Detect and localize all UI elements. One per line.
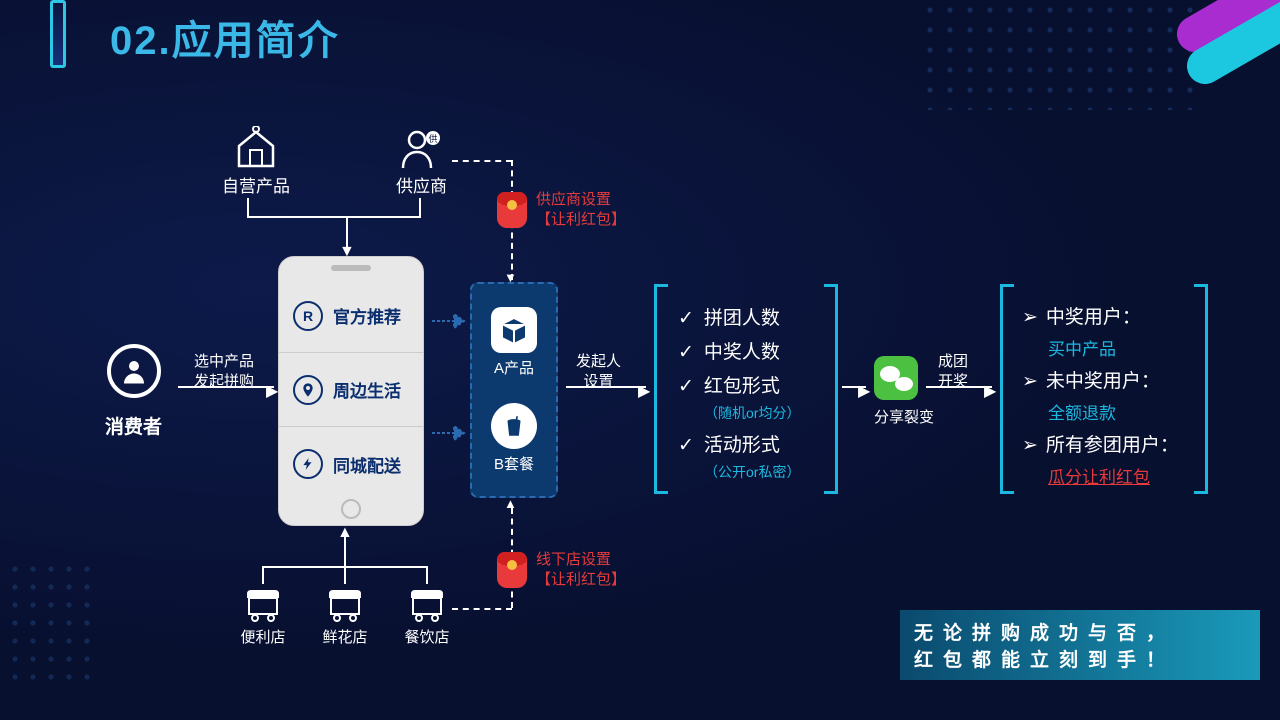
product-a: A产品	[491, 307, 537, 378]
consumer-block: 消费者	[105, 344, 162, 439]
settings-list: 拼团人数 中奖人数 红包形式 （随机or均分） 活动形式 （公开or私密）	[678, 296, 800, 482]
bracket-r	[1194, 284, 1208, 494]
arrow-line	[926, 386, 992, 388]
bracket-l	[1000, 284, 1014, 494]
arrow-line	[178, 386, 274, 388]
title-text: 应用简介	[172, 19, 340, 63]
source-self: 自营产品	[222, 126, 290, 197]
phone-icon-r: R	[293, 301, 323, 331]
banner-line1: 无论拼购成功与否，	[914, 618, 1246, 645]
store-icon	[325, 588, 365, 622]
phone-row-0: R 官方推荐	[279, 279, 423, 353]
wechat-icon	[874, 356, 918, 400]
outcome-1-sub: 全额退款	[1048, 399, 1179, 424]
supplier-setting: 供应商设置 【让利红包】	[536, 190, 626, 231]
arrow-head: ▶	[858, 381, 870, 401]
arrow-head: ▶	[984, 381, 996, 401]
phone-icon-bolt	[293, 449, 323, 479]
outcome-1: 未中奖用户：	[1022, 366, 1179, 393]
supplier-setting-l1: 供应商设置	[536, 190, 626, 210]
phone-icon-pin	[293, 375, 323, 405]
title-bar-icon	[50, 0, 66, 68]
setting-3: 活动形式	[678, 430, 800, 457]
arrow-head: ▶	[638, 381, 650, 401]
bracket-l	[654, 284, 668, 494]
dash-arrow-1	[430, 306, 466, 336]
store-1-label: 鲜花店	[322, 626, 368, 647]
store-icon	[407, 588, 447, 622]
store-icon	[243, 588, 283, 622]
title-number: 02.	[110, 19, 172, 63]
banner-line2: 红包都能立刻到手！	[914, 645, 1246, 672]
share-action1: 成团	[938, 352, 968, 372]
conn	[419, 198, 421, 216]
dash-arrow-2	[430, 418, 466, 448]
box-icon	[491, 307, 537, 353]
product-b-label: B套餐	[491, 453, 537, 474]
offline-setting-l1: 线下店设置	[536, 550, 626, 570]
setting-3-sub: （公开or私密）	[704, 462, 800, 482]
phone-mockup: R 官方推荐 周边生活 同城配送	[278, 256, 424, 526]
product-b: B套餐	[491, 403, 537, 474]
setting-0: 拼团人数	[678, 303, 800, 330]
conn	[247, 216, 421, 218]
product-box: A产品 B套餐	[470, 282, 558, 498]
share-label: 分享裂变	[874, 406, 934, 427]
setting-2-sub: （随机or均分）	[704, 403, 800, 423]
arrow-head: ▲	[337, 524, 353, 542]
bracket-r	[824, 284, 838, 494]
arrow-head: ▶	[266, 381, 278, 401]
setting-2: 红包形式	[678, 371, 800, 398]
phone-label-1: 周边生活	[333, 377, 401, 402]
dot-grid-top	[920, 0, 1200, 110]
source-supplier-label: 供应商	[396, 172, 447, 197]
conn	[247, 198, 249, 216]
initiator-l1: 发起人	[576, 352, 621, 372]
cup-icon	[491, 403, 537, 449]
conn	[262, 566, 264, 584]
user-icon	[107, 344, 161, 398]
house-icon	[233, 126, 279, 172]
arrow-head: ▲	[504, 496, 517, 511]
outcome-0-sub: 买中产品	[1048, 335, 1179, 360]
redpack-icon	[497, 552, 527, 588]
consumer-action1: 选中产品	[184, 352, 264, 372]
outcome-2-sub: 瓜分让利红包	[1048, 463, 1179, 488]
phone-label-0: 官方推荐	[333, 303, 401, 328]
phone-label-2: 同城配送	[333, 452, 401, 477]
initiator-l2: 设置	[576, 372, 621, 392]
store-1: 鲜花店	[322, 588, 368, 647]
setting-1: 中奖人数	[678, 337, 800, 364]
dot-grid-bottom	[0, 560, 90, 680]
store-2: 餐饮店	[404, 588, 450, 647]
conn	[344, 566, 346, 584]
outcome-2: 所有参团用户：	[1022, 430, 1179, 457]
summary-banner: 无论拼购成功与否， 红包都能立刻到手！	[900, 610, 1260, 680]
store-0: 便利店	[240, 588, 286, 647]
initiator-text: 发起人 设置	[576, 352, 621, 391]
phone-row-1: 周边生活	[279, 353, 423, 427]
page-title: 02.应用简介	[110, 8, 340, 66]
supplier-setting-l2: 【让利红包】	[536, 210, 626, 230]
dash	[452, 160, 512, 162]
outcomes-list: 中奖用户： 买中产品 未中奖用户： 全额退款 所有参团用户： 瓜分让利红包	[1022, 296, 1179, 488]
phone-row-2: 同城配送	[279, 427, 423, 501]
offline-setting: 线下店设置 【让利红包】	[536, 550, 626, 591]
source-self-label: 自营产品	[222, 172, 290, 197]
consumer-action2: 发起拼购	[184, 372, 264, 392]
consumer-label: 消费者	[105, 412, 162, 439]
wechat-block: 分享裂变	[874, 356, 934, 427]
store-0-label: 便利店	[240, 626, 286, 647]
svg-text:供: 供	[428, 133, 437, 144]
share-action2: 开奖	[938, 372, 968, 392]
dash	[452, 608, 512, 610]
conn	[426, 566, 428, 584]
product-a-label: A产品	[491, 357, 537, 378]
redpack-icon	[497, 192, 527, 228]
source-supplier: 供 供应商	[396, 126, 447, 197]
store-2-label: 餐饮店	[404, 626, 450, 647]
offline-setting-l2: 【让利红包】	[536, 570, 626, 590]
outcome-0: 中奖用户：	[1022, 302, 1179, 329]
supplier-icon: 供	[399, 126, 445, 172]
